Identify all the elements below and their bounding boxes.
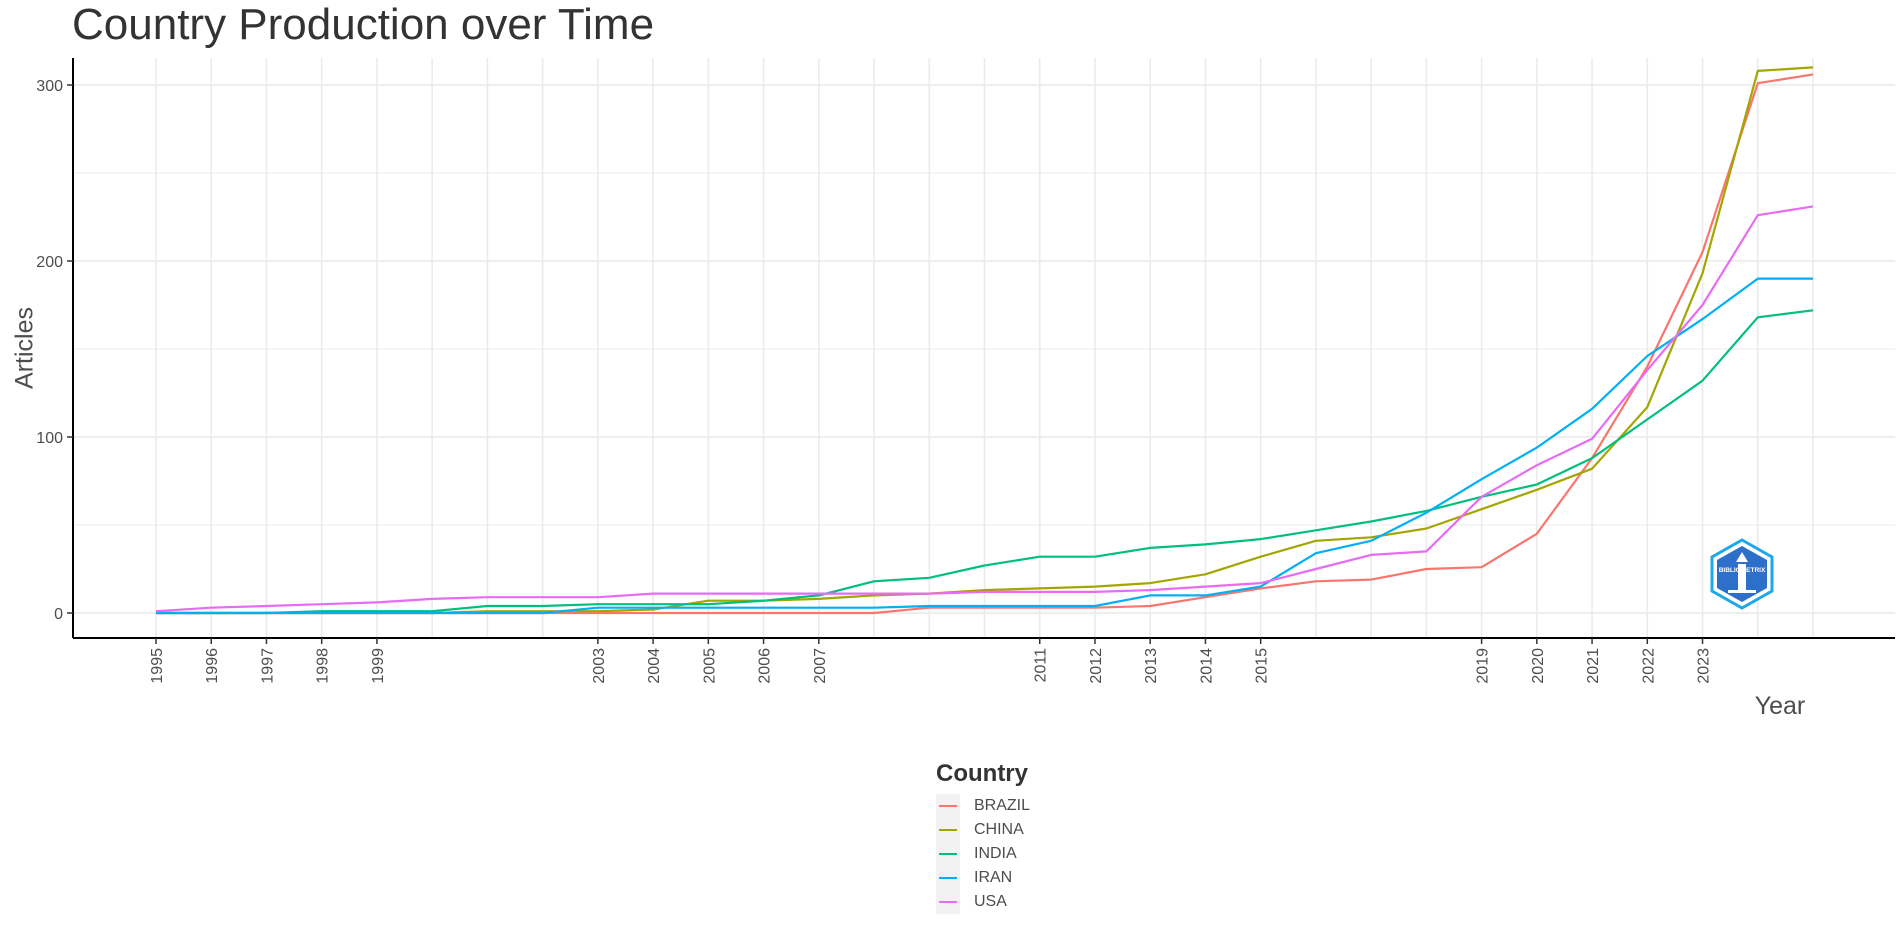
legend-item-iran: IRAN xyxy=(936,866,1030,890)
x-tick-label: 2021 xyxy=(1585,648,1602,684)
x-tick-label: 2019 xyxy=(1475,648,1492,684)
x-tick-label: 2023 xyxy=(1696,648,1713,684)
legend-key xyxy=(936,890,960,914)
x-tick-label: 2022 xyxy=(1640,648,1657,684)
x-tick-label: 1995 xyxy=(149,648,166,684)
x-tick-label: 2011 xyxy=(1033,648,1050,683)
legend-item-usa: USA xyxy=(936,890,1030,914)
series-line-india xyxy=(156,309,1814,615)
legend: Country BRAZIL CHINA INDIA IRAN USA xyxy=(936,760,1030,914)
legend-swatch xyxy=(939,853,957,855)
legend-label: CHINA xyxy=(974,821,1024,838)
series-lines xyxy=(155,66,1814,615)
x-tick-label: 2014 xyxy=(1198,648,1215,684)
x-tick-label: 1996 xyxy=(204,648,221,684)
legend-swatch xyxy=(939,901,957,903)
legend-item-brazil: BRAZIL xyxy=(936,794,1030,818)
y-tick-label: 200 xyxy=(36,254,63,271)
legend-key xyxy=(936,866,960,890)
legend-swatch xyxy=(939,805,957,807)
legend-item-china: CHINA xyxy=(936,818,1030,842)
legend-label: INDIA xyxy=(974,845,1017,862)
chart-title: Country Production over Time xyxy=(72,0,655,49)
series-line-usa xyxy=(155,205,1814,613)
x-tick-label: 1997 xyxy=(259,648,276,684)
x-tick-label: 2015 xyxy=(1254,648,1271,684)
y-axis-ticks: 0 100 200 300 xyxy=(36,78,73,623)
legend-label: BRAZIL xyxy=(974,797,1031,814)
legend-title: Country xyxy=(936,760,1028,787)
y-axis-title: Articles xyxy=(11,307,39,389)
legend-key xyxy=(936,818,960,842)
legend-swatch xyxy=(939,877,957,879)
legend-label: USA xyxy=(974,893,1007,910)
y-tick-label: 100 xyxy=(36,430,63,447)
legend-label: IRAN xyxy=(974,869,1013,886)
series-line-iran xyxy=(156,277,1813,615)
x-tick-label: 2020 xyxy=(1530,648,1547,684)
x-tick-label: 2013 xyxy=(1143,648,1160,684)
x-tick-label: 2007 xyxy=(812,648,829,684)
y-tick-label: 300 xyxy=(36,78,63,95)
bibliometrix-logo: BIBLIOMETRIX xyxy=(1710,538,1774,610)
legend-key xyxy=(936,842,960,866)
x-tick-label: 2006 xyxy=(757,648,774,684)
y-tick-label: 0 xyxy=(54,606,63,623)
x-tick-label: 2003 xyxy=(591,648,608,684)
x-tick-label: 2004 xyxy=(646,648,663,684)
legend-key xyxy=(936,794,960,818)
legend-item-india: INDIA xyxy=(936,842,1030,866)
x-axis-ticks: 1995 1996 1997 1998 1999 2003 2004 2005 2006 2007… xyxy=(149,638,1713,684)
x-tick-label: 1999 xyxy=(370,648,387,684)
x-tick-label: 2012 xyxy=(1088,648,1105,684)
x-tick-label: 1998 xyxy=(315,648,332,684)
x-axis-title: Year xyxy=(1755,692,1806,720)
legend-items: BRAZIL CHINA INDIA IRAN USA xyxy=(936,794,1030,914)
x-tick-label: 2005 xyxy=(701,648,718,684)
legend-swatch xyxy=(939,829,957,831)
logo-text: BIBLIOMETRIX xyxy=(1719,567,1766,574)
grid xyxy=(73,58,1895,638)
